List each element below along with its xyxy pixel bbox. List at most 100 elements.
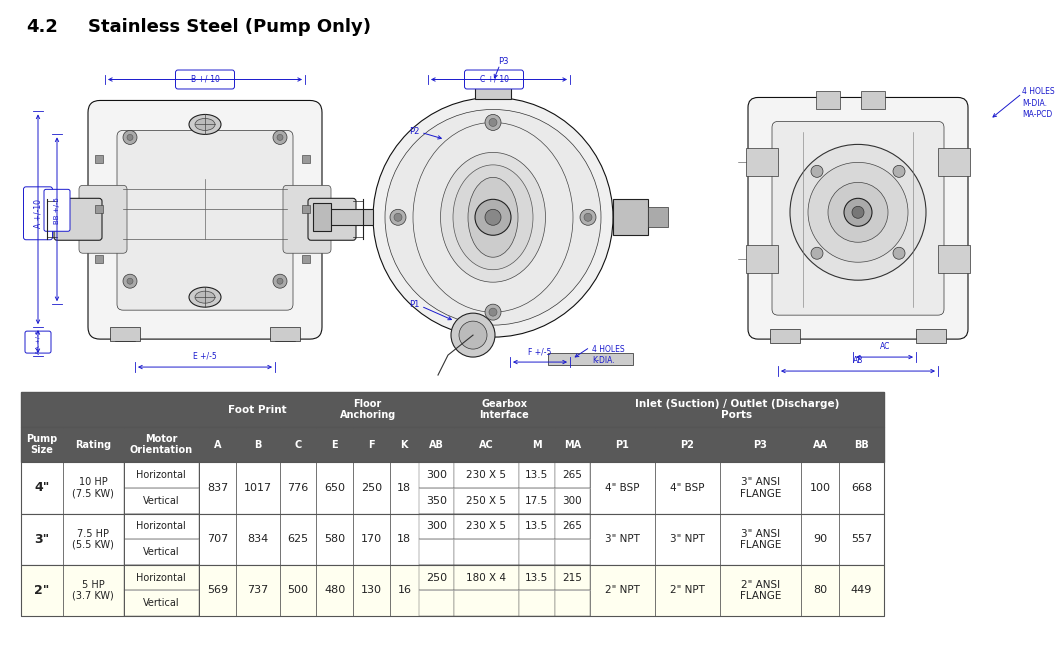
Text: 13.5: 13.5 — [525, 470, 548, 480]
Text: AB: AB — [428, 440, 443, 450]
Circle shape — [485, 114, 501, 130]
Bar — [454, 462, 518, 488]
FancyBboxPatch shape — [23, 187, 53, 240]
Bar — [353, 428, 389, 462]
Circle shape — [811, 166, 823, 178]
Text: AB: AB — [853, 356, 863, 365]
FancyBboxPatch shape — [88, 100, 322, 339]
Text: F +/-5: F +/-5 — [528, 347, 551, 356]
Bar — [279, 462, 316, 513]
Bar — [801, 462, 839, 513]
Text: 737: 737 — [248, 585, 269, 595]
Text: Stainless Steel (Pump Only): Stainless Steel (Pump Only) — [89, 18, 371, 36]
Bar — [124, 539, 199, 565]
Bar — [555, 591, 589, 616]
Text: 300: 300 — [425, 470, 446, 480]
Circle shape — [485, 209, 501, 225]
Text: P1: P1 — [409, 300, 420, 309]
Bar — [270, 327, 300, 341]
Text: 449: 449 — [851, 585, 872, 595]
Bar — [124, 513, 199, 539]
Bar — [124, 565, 199, 591]
Circle shape — [808, 162, 908, 262]
Bar — [518, 488, 555, 513]
Bar — [316, 392, 419, 428]
Text: F: F — [368, 440, 375, 450]
Bar — [199, 513, 236, 565]
Text: P2: P2 — [680, 440, 694, 450]
Circle shape — [584, 213, 592, 221]
Bar — [839, 565, 884, 616]
Circle shape — [123, 130, 136, 144]
Bar — [770, 329, 800, 343]
Text: C +/-10: C +/-10 — [479, 75, 509, 84]
Ellipse shape — [189, 287, 221, 307]
Text: Horizontal: Horizontal — [136, 470, 186, 480]
Text: 500: 500 — [288, 585, 309, 595]
Circle shape — [277, 278, 282, 284]
Ellipse shape — [195, 291, 215, 303]
Bar — [236, 513, 279, 565]
Bar — [62, 513, 124, 565]
Text: 230 X 5: 230 X 5 — [467, 470, 506, 480]
Text: 10 HP
(7.5 KW): 10 HP (7.5 KW) — [72, 477, 114, 499]
Circle shape — [811, 247, 823, 259]
Bar — [110, 327, 140, 341]
Bar — [279, 565, 316, 616]
Text: 250 X 5: 250 X 5 — [467, 495, 506, 506]
Ellipse shape — [440, 152, 546, 282]
Bar — [419, 462, 454, 488]
Bar — [555, 513, 589, 539]
Text: 230 X 5: 230 X 5 — [467, 521, 506, 531]
Bar — [419, 565, 454, 591]
Text: 837: 837 — [206, 483, 229, 493]
Text: 5 HP
(3.7 KW): 5 HP (3.7 KW) — [72, 580, 114, 601]
Text: BB: BB — [854, 440, 869, 450]
Bar — [839, 428, 884, 462]
Text: Inlet (Suction) / Outlet (Discharge)
Ports: Inlet (Suction) / Outlet (Discharge) Por… — [635, 399, 839, 420]
Circle shape — [475, 200, 511, 235]
Bar — [655, 428, 719, 462]
Bar — [613, 200, 647, 235]
Bar — [353, 462, 389, 513]
Text: 80: 80 — [814, 585, 827, 595]
Bar — [719, 462, 801, 513]
Text: 300: 300 — [425, 521, 446, 531]
Text: 350: 350 — [425, 495, 446, 506]
Bar — [353, 513, 389, 565]
Bar — [95, 255, 103, 263]
Bar — [279, 513, 316, 565]
Bar — [389, 462, 419, 513]
Bar — [302, 205, 310, 213]
Circle shape — [828, 182, 888, 242]
Text: 776: 776 — [288, 483, 309, 493]
Bar — [21, 513, 62, 565]
Text: 7.5 HP
(5.5 KW): 7.5 HP (5.5 KW) — [72, 529, 114, 550]
Bar — [236, 428, 279, 462]
Text: Horizontal: Horizontal — [136, 521, 186, 531]
Text: 3" ANSI
FLANGE: 3" ANSI FLANGE — [740, 477, 781, 499]
Bar — [518, 539, 555, 565]
Bar — [801, 565, 839, 616]
Text: 130: 130 — [361, 585, 382, 595]
Text: Motor
Orientation: Motor Orientation — [130, 434, 193, 456]
Text: 625: 625 — [288, 534, 309, 544]
Bar — [199, 428, 236, 462]
Text: 170: 170 — [361, 534, 382, 544]
FancyBboxPatch shape — [25, 331, 51, 353]
Bar — [279, 428, 316, 462]
Bar — [589, 392, 884, 428]
Text: E +/-5: E +/-5 — [194, 351, 217, 360]
Text: A: A — [214, 440, 221, 450]
Text: 13.5: 13.5 — [525, 573, 548, 583]
Bar — [655, 462, 719, 513]
Text: A +/-10: A +/-10 — [34, 199, 42, 228]
Circle shape — [893, 166, 905, 178]
Bar — [454, 488, 518, 513]
FancyBboxPatch shape — [176, 70, 235, 89]
Bar — [124, 591, 199, 616]
Bar — [419, 488, 454, 513]
Text: 4" BSP: 4" BSP — [670, 483, 705, 493]
Text: 18: 18 — [398, 483, 412, 493]
Circle shape — [459, 321, 487, 349]
